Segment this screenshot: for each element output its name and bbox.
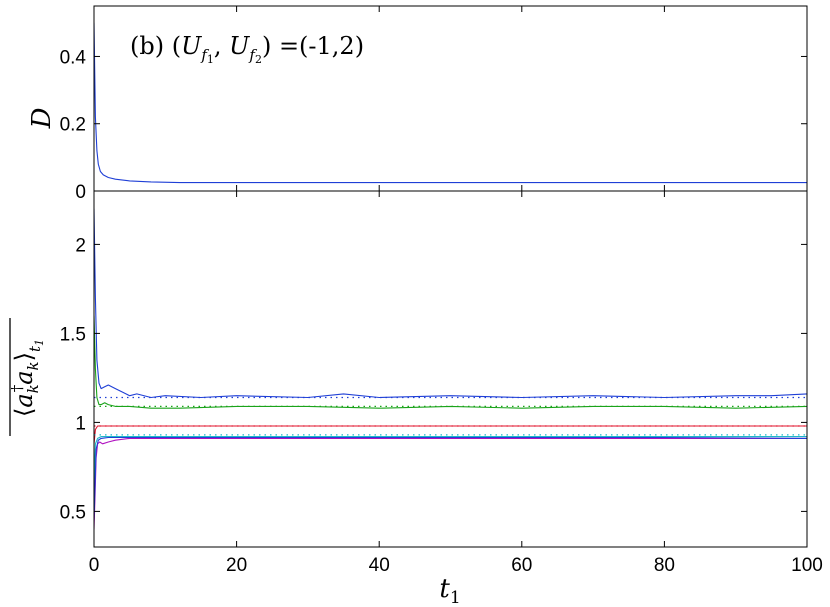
bottom-xtick-label: 0 — [89, 555, 100, 576]
bottom-axes-frame — [93, 190, 808, 548]
bottom-series-6-line — [94, 436, 807, 494]
bottom-xtick-label: 100 — [791, 555, 823, 576]
bottom-series-2-line — [94, 315, 807, 409]
top-series-group — [94, 22, 807, 184]
bottom-ytick-label: 2 — [75, 235, 86, 256]
annotation-text: (b) (Uf1, Uf2) =(-1,2) — [130, 32, 364, 66]
bottom-xlabel: t1 — [439, 574, 460, 607]
svg-text:⟨ak†ak⟩t1: ⟨ak†ak⟩t1 — [8, 339, 46, 417]
bottom-ytick-label: 1.5 — [60, 324, 86, 345]
bottom-xtick-label: 20 — [226, 555, 247, 576]
bottom-xtick-label: 80 — [654, 555, 675, 576]
top-ylabel: D — [27, 107, 57, 129]
top-series-0-line — [94, 22, 807, 184]
panel-annotation: (b) (Uf1, Uf2) =(-1,2) — [130, 32, 364, 66]
bottom-xtick-label: 60 — [511, 555, 532, 576]
top-ytick-label: 0.2 — [60, 115, 86, 136]
bottom-ytick-label: 0.5 — [60, 502, 86, 523]
bottom-series-0-line — [94, 208, 807, 399]
bottom-xtick-label: 40 — [369, 555, 390, 576]
bottom-panel: 0.511.520 20 40 60 80 100 — [60, 190, 823, 576]
bottom-series-8-line — [94, 437, 807, 530]
bottom-series-group — [94, 208, 807, 530]
top-ytick-label: 0 — [75, 182, 86, 203]
bottom-series-9-line — [94, 436, 807, 521]
bottom-ytick-label: 1 — [75, 413, 86, 434]
bottom-ylabel: ⟨ak†ak⟩t1 — [8, 318, 46, 436]
top-ytick-label: 0.4 — [60, 47, 87, 68]
